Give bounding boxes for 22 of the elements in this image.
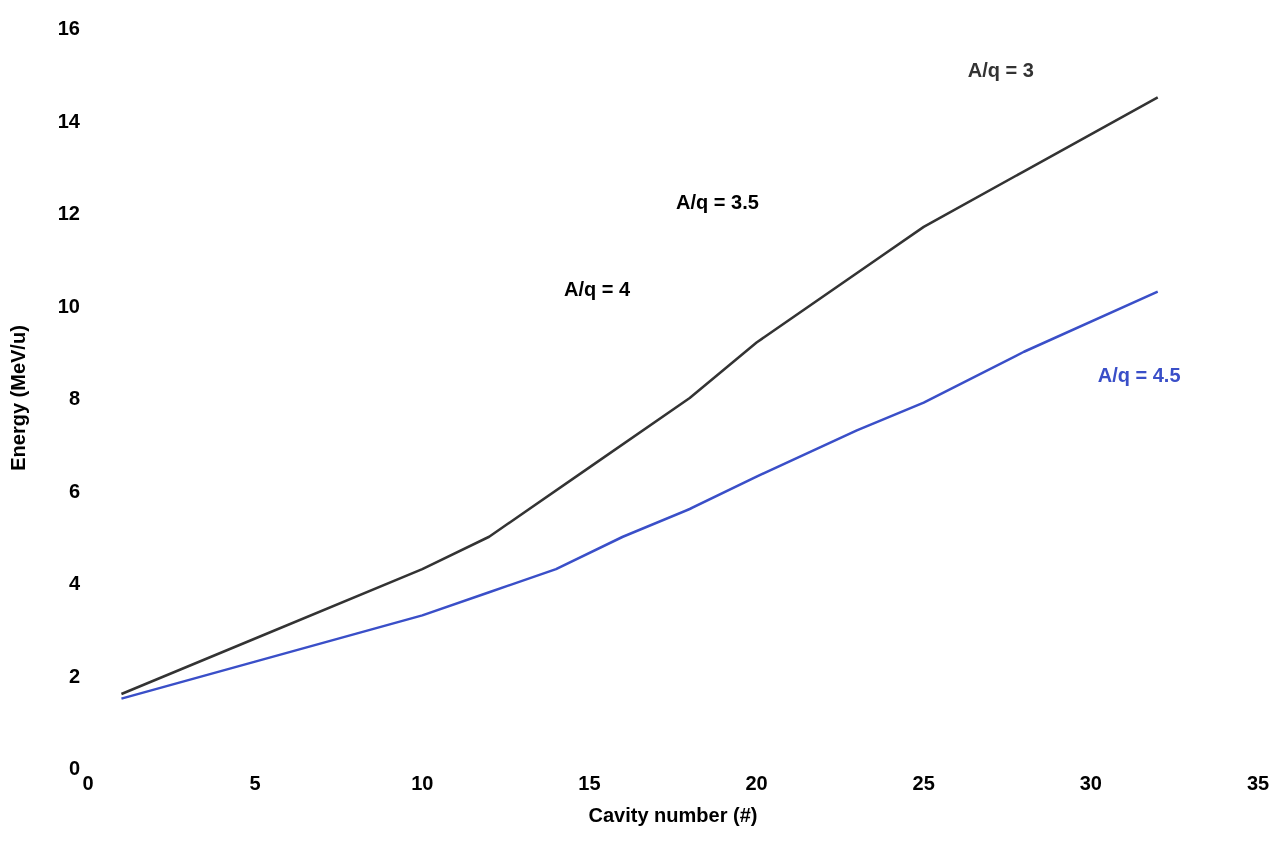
y-axis-title: Energy (MeV/u) (7, 325, 30, 471)
annotation: A/q = 4 (564, 278, 631, 301)
x-tick-label: 20 (745, 772, 768, 795)
y-tick-label: 8 (68, 387, 80, 410)
x-tick-label: 30 (1079, 772, 1102, 795)
x-tick-label: 15 (578, 772, 601, 795)
y-tick-label: 4 (68, 572, 81, 595)
y-tick-label: 6 (68, 479, 80, 502)
y-tick-label: 12 (57, 202, 80, 225)
text: A/q = 4.5 (1097, 363, 1181, 386)
annotation: A/q = 3.5 (676, 191, 759, 214)
y-tick-label: 2 (68, 664, 80, 687)
x-tick-label: 25 (912, 772, 935, 795)
x-tick-label: 10 (411, 772, 434, 795)
y-tick-label: 16 (57, 17, 80, 40)
x-tick-label: 5 (249, 772, 261, 795)
y-tick-label: 0 (68, 757, 80, 780)
x-tick-label: 35 (1246, 772, 1270, 795)
y-tick-label: 10 (57, 294, 80, 317)
y-tick-label: 14 (57, 109, 81, 132)
x-axis-title: Cavity number (#) (588, 804, 758, 827)
text: A/q = 3 (967, 59, 1034, 82)
